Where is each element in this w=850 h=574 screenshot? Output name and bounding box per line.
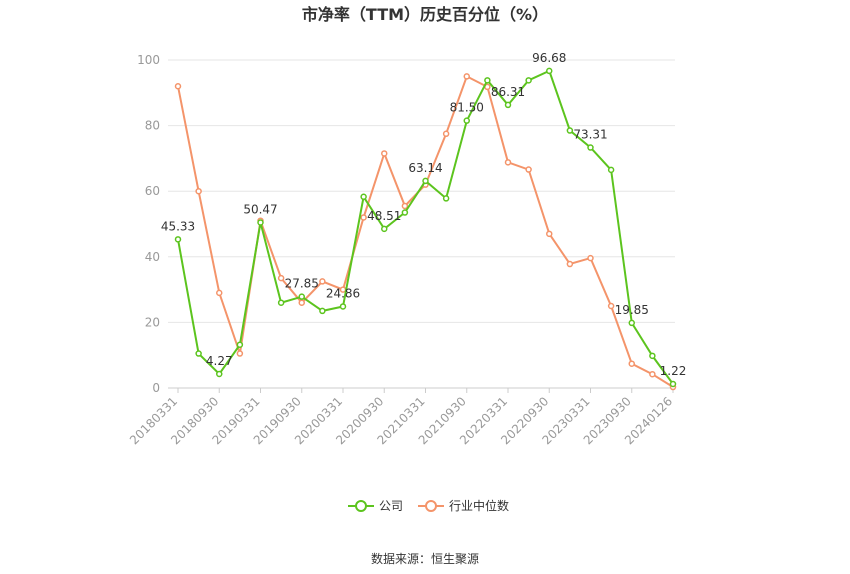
legend-label: 行业中位数	[449, 498, 509, 513]
series-point-1[interactable]	[463, 73, 470, 80]
series-point-0[interactable]	[401, 209, 409, 216]
data-label: 27.85	[285, 277, 319, 291]
series-lines	[174, 67, 677, 391]
series-point-0[interactable]	[587, 144, 594, 151]
data-label: 86.31	[491, 85, 525, 99]
series-point-0[interactable]	[669, 380, 677, 388]
series-point-0[interactable]	[216, 370, 223, 378]
series-point-1[interactable]	[504, 159, 512, 166]
series-point-1[interactable]	[587, 254, 594, 262]
series-point-1[interactable]	[401, 202, 409, 210]
series-point-0[interactable]	[298, 293, 305, 300]
series-point-1[interactable]	[566, 260, 574, 268]
data-label: 24.86	[326, 286, 360, 300]
series-line-0	[177, 69, 674, 385]
data-label: 1.22	[660, 364, 687, 378]
data-label: 73.31	[573, 128, 607, 142]
data-label: 50.47	[243, 202, 277, 216]
legend-item-0[interactable]: 公司	[348, 499, 403, 513]
series-point-0[interactable]	[649, 352, 656, 360]
series-point-0[interactable]	[504, 101, 512, 109]
y-tick-label: 60	[145, 184, 160, 198]
series-line-1	[177, 74, 674, 388]
series-point-0[interactable]	[236, 341, 244, 348]
series-point-0[interactable]	[339, 303, 347, 310]
y-tick-label: 20	[145, 315, 160, 329]
y-tick-label: 100	[137, 53, 160, 67]
legend-item-1[interactable]: 行业中位数	[418, 498, 509, 513]
series-point-1[interactable]	[649, 370, 656, 378]
series-point-1[interactable]	[628, 360, 635, 367]
series-point-0[interactable]	[463, 117, 470, 124]
series-point-0[interactable]	[525, 77, 532, 84]
series-point-0[interactable]	[277, 299, 285, 306]
series-point-0[interactable]	[422, 177, 429, 185]
series-point-1[interactable]	[525, 166, 532, 173]
series-point-0[interactable]	[628, 319, 635, 327]
series-point-1[interactable]	[360, 214, 367, 221]
series-point-1[interactable]	[277, 274, 285, 282]
data-labels: 45.33 4.27 50.47 27.85 24.86 48.51 63.14 81.50 8…	[161, 51, 687, 378]
data-label: 45.33	[161, 219, 195, 233]
y-tick-label: 40	[145, 250, 160, 264]
series-point-0[interactable]	[607, 166, 615, 174]
series-point-0[interactable]	[360, 193, 367, 201]
data-label: 19.85	[615, 303, 649, 317]
data-label: 63.14	[408, 161, 442, 175]
series-point-1[interactable]	[174, 82, 182, 90]
series-point-1[interactable]	[195, 187, 202, 195]
series-point-0[interactable]	[546, 67, 553, 75]
series-point-1[interactable]	[546, 230, 553, 238]
series-point-0[interactable]	[381, 225, 388, 233]
series-point-1[interactable]	[319, 278, 326, 285]
y-tick-label: 0	[152, 381, 160, 395]
series-point-0[interactable]	[442, 195, 450, 202]
legend[interactable]: 公司 行业中位数	[348, 498, 509, 513]
data-label: 96.68	[532, 51, 566, 65]
series-point-1[interactable]	[381, 150, 388, 157]
y-tick-label: 80	[145, 119, 160, 133]
legend-swatch-marker	[355, 500, 367, 512]
series-point-0[interactable]	[484, 77, 491, 84]
series-point-0[interactable]	[174, 236, 182, 243]
series-point-1[interactable]	[236, 350, 244, 357]
axes: 0204060801002018033120180930201903312019…	[127, 53, 675, 447]
series-point-1[interactable]	[298, 299, 305, 306]
legend-label: 公司	[379, 499, 403, 513]
data-label: 81.50	[450, 101, 484, 115]
series-point-0[interactable]	[319, 307, 326, 315]
series-point-1[interactable]	[442, 130, 450, 138]
data-label: 4.27	[206, 354, 233, 368]
chart-title: 市净率（TTM）历史百分位（%）	[302, 5, 548, 24]
series-point-1[interactable]	[607, 302, 615, 310]
series-point-0[interactable]	[257, 219, 264, 226]
series-point-0[interactable]	[195, 350, 202, 357]
legend-swatch-marker	[425, 500, 437, 512]
data-label: 48.51	[367, 209, 401, 223]
series-point-1[interactable]	[216, 289, 223, 297]
source-label: 数据来源：恒生聚源	[371, 551, 479, 566]
series-point-0[interactable]	[566, 127, 574, 134]
grid-lines	[168, 59, 675, 323]
